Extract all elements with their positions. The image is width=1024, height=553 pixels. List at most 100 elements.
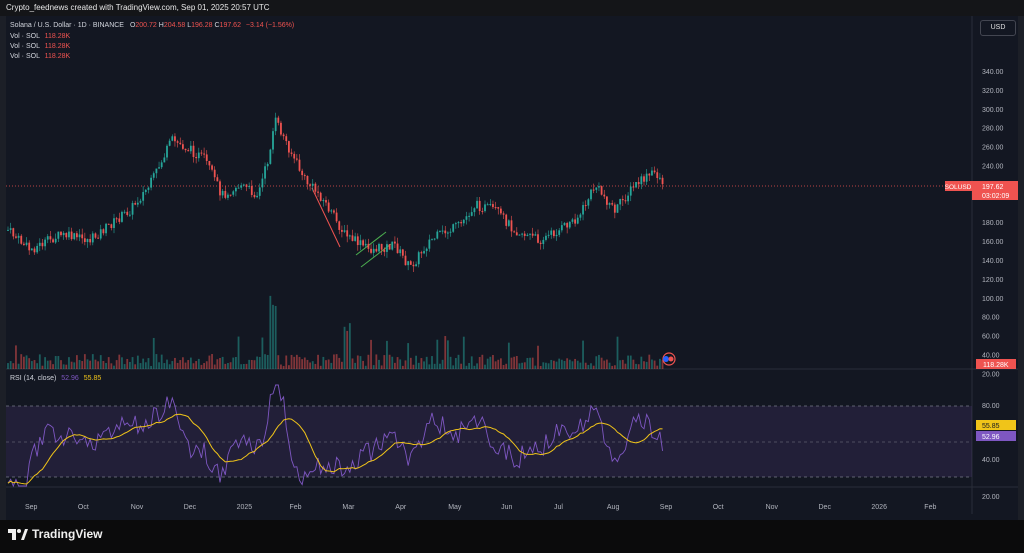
volume-tag-value: 118.28K xyxy=(983,362,1009,369)
volume-bar xyxy=(288,365,290,369)
currency-button[interactable]: USD xyxy=(980,20,1016,36)
tradingview-logo[interactable]: TradingView xyxy=(8,527,102,541)
volume-bar xyxy=(261,337,264,369)
trendline-red[interactable] xyxy=(311,187,341,248)
volume-bar xyxy=(73,362,76,369)
candle-body xyxy=(41,242,44,247)
price-tick-label: 20.00 xyxy=(982,371,1000,378)
open-value: 200.72 xyxy=(135,22,157,29)
volume-bar xyxy=(280,364,282,369)
volume-bar xyxy=(518,363,521,369)
volume-bar xyxy=(256,356,258,369)
volume-bar xyxy=(468,363,470,369)
rsi-legend[interactable]: RSI (14, close) 52.96 55.85 xyxy=(10,375,101,382)
volume-bar xyxy=(505,363,508,369)
price-axis[interactable]: 340.00320.00300.00280.00260.00240.00220.… xyxy=(982,69,1004,378)
volume-bar xyxy=(608,362,611,369)
volume-bar xyxy=(62,364,65,369)
volume-bar xyxy=(152,337,155,369)
rsi-line xyxy=(7,384,663,488)
candle-body xyxy=(423,251,425,254)
candle-body xyxy=(211,165,213,170)
candle-body xyxy=(555,234,558,237)
volume-bar xyxy=(529,357,531,369)
channel-upper-line[interactable] xyxy=(355,231,387,256)
time-tick-label: Aug xyxy=(607,504,620,511)
volume-legend-2[interactable]: Vol · SOL 118.28K xyxy=(10,43,70,50)
volume-legend-3[interactable]: Vol · SOL 118.28K xyxy=(10,53,70,60)
volume-bar xyxy=(428,364,431,369)
volume-bar xyxy=(86,359,89,369)
volume-bar xyxy=(36,363,39,369)
volume-bar xyxy=(15,345,17,369)
rsi-tick-label: 80.00 xyxy=(982,403,1000,410)
time-axis[interactable]: Sep Oct Nov Dec 2025 Feb Mar Apr May Jun Jul Aug Sep… xyxy=(25,504,936,511)
volume-bar xyxy=(94,359,97,369)
candle-body xyxy=(513,231,516,233)
volume-bar xyxy=(558,358,561,369)
volume-bar xyxy=(317,354,319,369)
volume-bar xyxy=(563,360,566,369)
candle-body xyxy=(401,249,404,256)
candle-body xyxy=(653,170,656,173)
candle-body xyxy=(23,243,25,245)
low-value: 196.28 xyxy=(191,22,213,29)
volume-bar xyxy=(611,365,614,369)
volume-bar xyxy=(431,356,433,369)
candle-body xyxy=(616,204,619,213)
volume-bar xyxy=(20,354,23,369)
candle-body xyxy=(643,176,645,182)
volume-bar xyxy=(555,361,558,369)
volume-bar xyxy=(478,357,481,369)
vol-label: Vol · SOL xyxy=(10,43,40,50)
vol-value: 118.28K xyxy=(44,53,71,60)
candle-body xyxy=(250,186,253,195)
candle-body xyxy=(415,264,417,267)
volume-bar xyxy=(534,365,537,369)
candle-body xyxy=(621,199,624,201)
volume-bar xyxy=(600,357,603,369)
volume-bar xyxy=(571,361,574,369)
candle-body xyxy=(121,211,123,222)
candle-body xyxy=(412,264,415,267)
candle-body xyxy=(399,249,402,254)
volume-bar xyxy=(659,358,661,369)
volume-bar xyxy=(12,363,15,369)
volume-bar xyxy=(391,356,394,369)
candle-body xyxy=(290,152,293,154)
volume-bar xyxy=(290,354,293,369)
candle-body xyxy=(425,248,428,252)
volume-bar xyxy=(115,360,118,369)
volume-bar xyxy=(41,365,44,369)
candle-body xyxy=(587,199,590,206)
brand-name: TradingView xyxy=(32,527,103,541)
candle-body xyxy=(542,239,545,244)
candle-body xyxy=(256,195,258,198)
volume-bar xyxy=(187,360,190,369)
volume-bar xyxy=(346,330,349,369)
channel-lower-line[interactable] xyxy=(360,243,392,268)
symbol-legend[interactable]: Solana / U.S. Dollar · 1D · BINANCE O200… xyxy=(10,22,294,29)
candle-body xyxy=(126,211,129,215)
volume-bar xyxy=(579,362,582,369)
volume-bar xyxy=(396,357,399,369)
candle-body xyxy=(433,238,436,240)
chart-frame[interactable] xyxy=(0,16,1024,520)
candle-body xyxy=(627,195,629,202)
event-flag-icon[interactable] xyxy=(662,352,676,366)
price-tick-label: 40.00 xyxy=(982,353,1000,360)
volume-bar xyxy=(23,356,25,369)
volume-bar xyxy=(651,359,653,369)
volume-bar xyxy=(553,360,555,369)
candle-body xyxy=(632,186,635,188)
candle-body xyxy=(97,237,99,239)
candle-body xyxy=(314,183,317,192)
candle-body xyxy=(510,220,513,232)
candle-body xyxy=(635,182,637,188)
candle-body xyxy=(486,204,489,206)
volume-legend-1[interactable]: Vol · SOL 118.28K xyxy=(10,33,70,40)
candle-body xyxy=(76,233,78,238)
volume-bar xyxy=(497,359,500,369)
chart-canvas[interactable]: 340.00320.00300.00280.00260.00240.00220.… xyxy=(0,0,1024,520)
